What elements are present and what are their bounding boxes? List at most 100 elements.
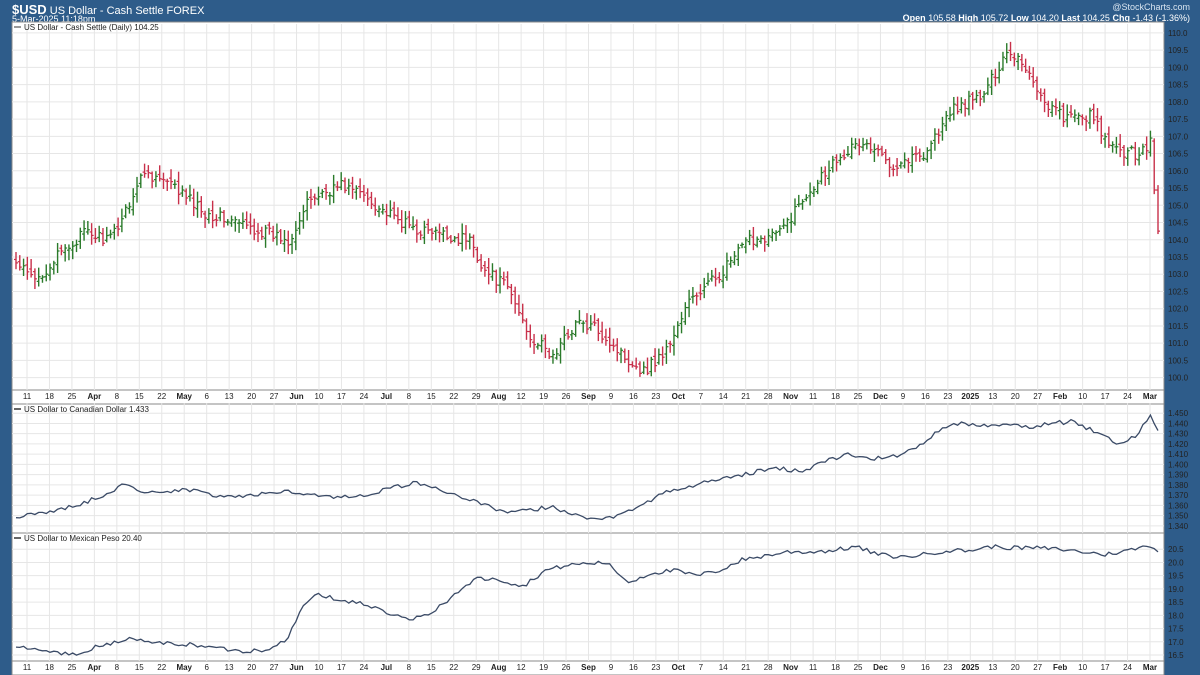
y-tick-label: 100.5 xyxy=(1168,356,1189,365)
y-tick-label: 107.5 xyxy=(1168,115,1189,124)
x-tick-label: 17 xyxy=(337,663,346,672)
y-tick-label: 17.0 xyxy=(1168,638,1184,647)
mxn-panel-label: US Dollar to Mexican Peso 20.40 xyxy=(24,534,142,543)
x-tick-label: 24 xyxy=(1123,663,1132,672)
y-tick-label: 19.0 xyxy=(1168,585,1184,594)
low-value: 104.20 xyxy=(1031,13,1059,23)
x-tick-label: 8 xyxy=(407,392,412,401)
x-tick-label: Dec xyxy=(873,663,888,672)
y-tick-label: 107.0 xyxy=(1168,132,1189,141)
x-tick-label: Feb xyxy=(1053,392,1067,401)
x-tick-label: 15 xyxy=(135,392,144,401)
y-tick-label: 1.360 xyxy=(1168,501,1189,510)
x-tick-label: May xyxy=(176,392,192,401)
x-tick-label: Dec xyxy=(873,392,888,401)
x-tick-label: 14 xyxy=(719,663,728,672)
x-tick-label: Aug xyxy=(491,663,507,672)
y-tick-label: 1.400 xyxy=(1168,460,1189,469)
x-tick-label: 25 xyxy=(67,392,76,401)
y-tick-label: 103.0 xyxy=(1168,270,1189,279)
x-tick-label: Jun xyxy=(289,392,303,401)
x-tick-label: 20 xyxy=(1011,663,1020,672)
y-tick-label: 1.390 xyxy=(1168,471,1189,480)
x-tick-label: Nov xyxy=(783,663,799,672)
y-tick-label: 108.5 xyxy=(1168,81,1189,90)
x-tick-label: 16 xyxy=(629,663,638,672)
x-tick-label: 18 xyxy=(45,392,54,401)
x-tick-label: 26 xyxy=(562,663,571,672)
x-tick-label: 28 xyxy=(764,663,773,672)
x-tick-label: 18 xyxy=(45,663,54,672)
x-tick-label: Sep xyxy=(581,392,596,401)
x-tick-label: 26 xyxy=(562,392,571,401)
x-tick-label: 6 xyxy=(204,392,209,401)
x-tick-label: 23 xyxy=(943,663,952,672)
last-value: 104.25 xyxy=(1082,13,1110,23)
open-label: Open xyxy=(902,13,926,23)
x-tick-label: 15 xyxy=(427,392,436,401)
y-tick-label: 102.5 xyxy=(1168,287,1189,296)
y-tick-label: 108.0 xyxy=(1168,98,1189,107)
stockcharts-logo: @StockCharts.com xyxy=(1112,2,1190,12)
x-tick-label: 22 xyxy=(157,663,166,672)
x-tick-label: 23 xyxy=(651,663,660,672)
x-tick-label: 22 xyxy=(449,663,458,672)
x-tick-label: 6 xyxy=(204,663,209,672)
x-tick-label: 22 xyxy=(449,392,458,401)
price-panel-label: US Dollar - Cash Settle (Daily) 104.25 xyxy=(24,23,159,32)
x-tick-label: 23 xyxy=(651,392,660,401)
y-tick-label: 106.5 xyxy=(1168,150,1189,159)
cad-panel-label: US Dollar to Canadian Dollar 1.433 xyxy=(24,405,150,414)
x-tick-label: 10 xyxy=(315,663,324,672)
x-tick-label: 16 xyxy=(921,392,930,401)
x-tick-label: 2025 xyxy=(961,392,979,401)
chart-date: 5-Mar-2025 11:18pm xyxy=(12,14,96,24)
x-tick-label: 17 xyxy=(337,392,346,401)
x-tick-label: 11 xyxy=(23,663,32,672)
x-tick-label: 8 xyxy=(115,392,120,401)
x-tick-label: 10 xyxy=(1078,663,1087,672)
y-tick-label: 100.0 xyxy=(1168,374,1189,383)
high-value: 105.72 xyxy=(980,13,1009,23)
x-tick-label: 12 xyxy=(517,663,526,672)
x-tick-label: 24 xyxy=(359,392,368,401)
x-tick-label: 8 xyxy=(407,663,412,672)
low-label: Low xyxy=(1010,13,1029,23)
x-tick-label: 23 xyxy=(943,392,952,401)
x-tick-label: 20 xyxy=(1011,392,1020,401)
y-tick-label: 1.440 xyxy=(1168,419,1189,428)
chart-texts: 11 18 25 Apr 8 15 22 May 6 13 20 27 Jun 10 17 24 Jul 8 15 2… xyxy=(23,29,1189,672)
x-tick-label: 9 xyxy=(609,392,614,401)
x-tick-label: Feb xyxy=(1053,663,1067,672)
x-tick-label: Mar xyxy=(1143,663,1157,672)
x-tick-label: 25 xyxy=(854,392,863,401)
y-tick-label: 1.350 xyxy=(1168,512,1189,521)
x-tick-label: 16 xyxy=(629,392,638,401)
x-tick-label: 27 xyxy=(270,663,279,672)
x-tick-label: 9 xyxy=(901,392,906,401)
chg-value: -1.43 (-1.36%) xyxy=(1132,13,1190,23)
x-tick-label: 20 xyxy=(247,392,256,401)
x-tick-label: 10 xyxy=(315,392,324,401)
y-tick-label: 103.5 xyxy=(1168,253,1189,262)
x-tick-label: 27 xyxy=(1033,663,1042,672)
x-tick-label: Aug xyxy=(491,392,507,401)
x-tick-label: Apr xyxy=(87,392,101,401)
x-tick-label: 12 xyxy=(517,392,526,401)
x-tick-label: 29 xyxy=(472,392,481,401)
x-tick-label: 14 xyxy=(719,392,728,401)
x-tick-label: Nov xyxy=(783,392,799,401)
y-tick-label: 104.0 xyxy=(1168,236,1189,245)
y-tick-label: 110.0 xyxy=(1168,29,1188,38)
y-tick-label: 106.0 xyxy=(1168,167,1189,176)
x-tick-label: Jun xyxy=(289,663,303,672)
x-tick-label: May xyxy=(176,663,192,672)
y-tick-label: 20.0 xyxy=(1168,558,1184,567)
open-value: 105.58 xyxy=(928,13,956,23)
x-tick-label: 18 xyxy=(831,392,840,401)
x-tick-label: 13 xyxy=(988,392,997,401)
y-tick-label: 105.5 xyxy=(1168,184,1189,193)
x-tick-label: 2025 xyxy=(961,663,979,672)
x-tick-label: 17 xyxy=(1101,392,1110,401)
y-tick-label: 1.430 xyxy=(1168,430,1189,439)
